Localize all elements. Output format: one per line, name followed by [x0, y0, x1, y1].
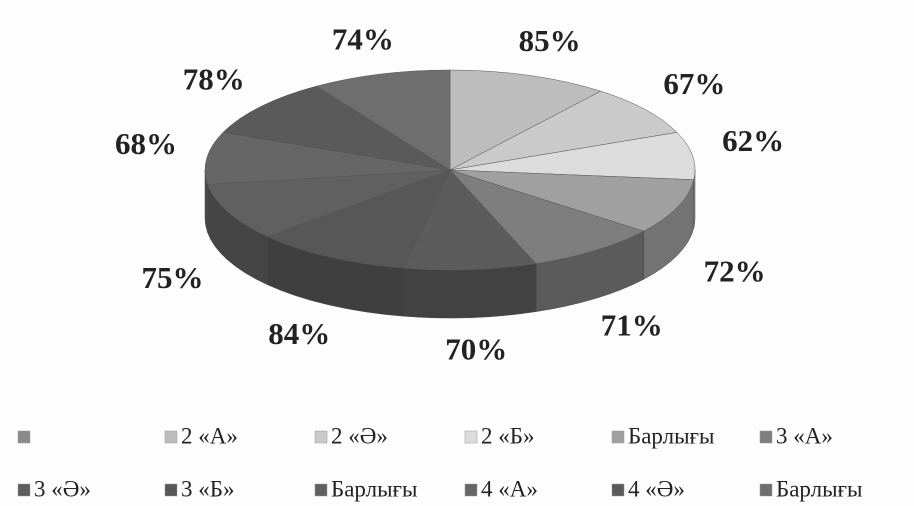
legend-label: 2 «Ә» — [331, 423, 388, 448]
legend-label: 3 «А» — [776, 423, 833, 448]
slice — [449, 132, 696, 180]
slice — [449, 169, 645, 264]
slice — [266, 169, 451, 269]
legend-swatch — [17, 483, 31, 497]
slice — [207, 169, 451, 237]
legend-swatch — [611, 430, 625, 444]
slice-side — [404, 263, 537, 319]
value-label: 70% — [445, 332, 507, 367]
value-label: 62% — [722, 123, 784, 158]
value-label: 67% — [663, 66, 725, 101]
slice — [222, 85, 451, 171]
legend-label: 2 «Б» — [481, 423, 534, 448]
value-label: 71% — [601, 308, 663, 343]
value-label: 74% — [332, 21, 394, 56]
slice — [449, 169, 695, 232]
legend-label: 4 «А» — [481, 476, 538, 501]
slice — [449, 90, 678, 171]
legend-label: Барлығы — [628, 423, 714, 448]
legend-swatch — [164, 483, 178, 497]
legend-label: 3 «Ә» — [34, 476, 91, 501]
slice — [315, 69, 451, 171]
value-label: 78% — [183, 62, 245, 97]
slice — [204, 132, 451, 185]
legend-label: 4 «Ә» — [628, 476, 685, 501]
legend-swatch — [314, 430, 328, 444]
legend-swatch — [314, 483, 328, 497]
value-label: 84% — [268, 316, 330, 351]
legend-swatch — [464, 430, 478, 444]
legend-swatch — [464, 483, 478, 497]
value-label: 68% — [115, 126, 177, 161]
legend-swatch — [759, 430, 773, 444]
slice — [404, 169, 537, 271]
legend-label: Барлығы — [776, 476, 862, 501]
value-label: 85% — [519, 23, 581, 58]
legend-swatch — [164, 430, 178, 444]
legend-swatch — [611, 483, 625, 497]
legend-label: 2 «А» — [181, 423, 238, 448]
legend-label: 3 «Б» — [181, 476, 234, 501]
legend-swatch — [759, 483, 773, 497]
legend-swatch — [17, 430, 31, 444]
value-label: 72% — [704, 253, 766, 288]
value-label: 75% — [141, 260, 203, 295]
slice — [449, 69, 602, 171]
legend-label: Барлығы — [331, 476, 417, 501]
